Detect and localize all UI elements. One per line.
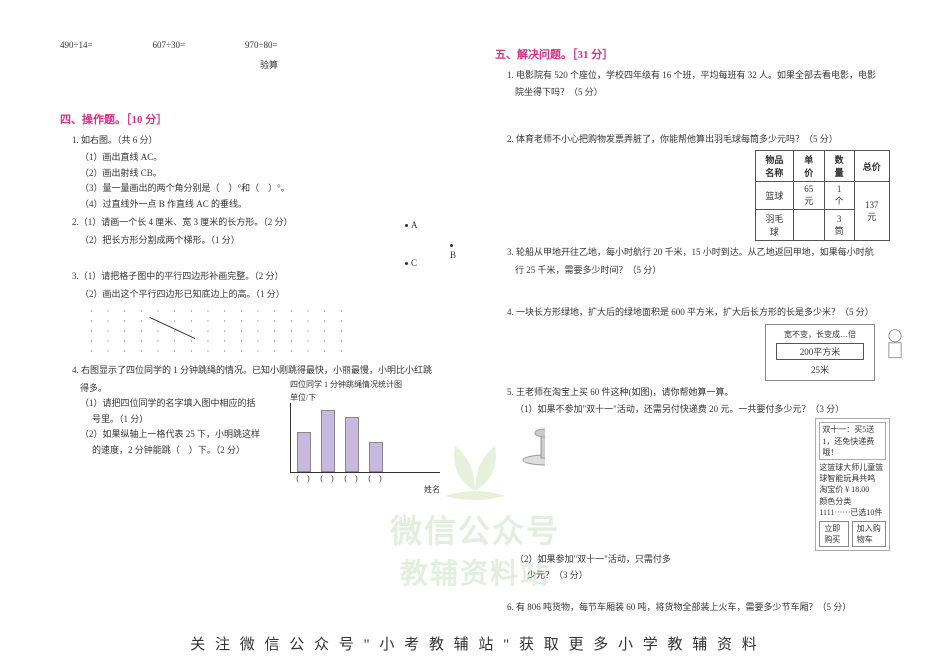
point-a: A — [405, 220, 418, 230]
chart-title: 四位同学 1 分钟跳绳情况统计图 — [290, 379, 440, 390]
r-q3b: 行 25 千米，需要多少时间？（5 分） — [515, 264, 890, 278]
receipt-table: 物品名称 单价 数量 总价 篮球 65 元 1 个 137 元 羽毛球 3 筒 — [755, 150, 890, 241]
r-q6: 6. 有 806 吨货物，每节车厢装 60 吨，将货物全部装上火车，需要多少节车… — [507, 600, 890, 614]
bar-label-4: ( ) — [368, 473, 382, 484]
pt-a-label: A — [411, 220, 418, 230]
pt-c-label: C — [411, 258, 417, 268]
r-q2: 2. 体育老师不小心把购物发票弄脏了，你能帮他算出羽毛球每筒多少元吗？（5 分） — [507, 132, 890, 146]
r-q4: 4. 一块长方形绿地，扩大后的绿地面积是 600 平方米，扩大后长方形的长是多少… — [507, 305, 890, 319]
item-line1: 这篮球大师儿童篮球智能玩具共鸣 — [819, 462, 886, 484]
td-r2c1: 羽毛球 — [756, 210, 794, 241]
buy-now-button[interactable]: 立即购买 — [819, 521, 848, 547]
chart-y-label: 单位/下 — [290, 392, 440, 403]
product-icon — [515, 418, 545, 468]
product-card: 双十一：买5送1，还免快递费哦！ 这篮球大师儿童篮球智能玩具共鸣 淘宝价 ¥ 1… — [815, 418, 890, 551]
point-b: B — [450, 240, 456, 260]
q1: 1. 如右图。（共 6 分） — [72, 133, 455, 147]
td-r1c1: 篮球 — [756, 182, 794, 210]
add-cart-button[interactable]: 加入购物车 — [852, 521, 886, 547]
bar-chart: 四位同学 1 分钟跳绳情况统计图 单位/下 ( ) ( ) ( ) ( ) 姓名 — [290, 379, 440, 495]
r-q1: 1. 电影院有 520 个座位，学校四年级有 16 个班，平均每班有 32 人。… — [507, 68, 890, 82]
girl-icon — [881, 327, 909, 362]
r-q5-2: （2）如果参加"双十一"活动，只需付多 — [515, 553, 890, 567]
th-price: 单价 — [793, 151, 824, 182]
r-q5-1: （1）如果不参加"双十一"活动，还需另付快递费 20 元。一共要付多少元？（3 … — [515, 403, 890, 417]
right-column: 五、解决问题。［31 分］ 1. 电影院有 520 个座位，学校四年级有 16 … — [495, 40, 890, 619]
q4: 4. 右图显示了四位同学的 1 分钟跳绳的情况。已知小刚跳得最快，小丽最慢，小明… — [72, 363, 455, 377]
td-r1c3: 1 个 — [824, 182, 854, 210]
item-line2: 淘宝价 ¥ 18.00 — [819, 484, 886, 495]
arithmetic-row: 490÷14= 607÷30= 970÷80= — [60, 40, 455, 50]
th-total: 总价 — [854, 151, 889, 182]
q2: 2.（1）请画一个长 4 厘米、宽 3 厘米的长方形。（2 分） — [72, 215, 455, 229]
promo-banner: 双十一：买5送1，还免快递费哦！ — [819, 422, 886, 460]
td-r1c2: 65 元 — [793, 182, 824, 210]
expr-1: 490÷14= — [60, 40, 93, 50]
bar-label-3: ( ) — [344, 473, 358, 484]
q1-3: （3）量一量画出的两个角分别是（ ）°和（ ）°。 — [80, 182, 455, 196]
r-q5: 5. 王老师在淘宝上买 60 件这种(如图)，请你帮她算一算。 — [507, 385, 890, 399]
verify-label: 验算 — [260, 58, 455, 71]
expr-2: 607÷30= — [153, 40, 186, 50]
r-q5-2b: 少元？（3 分） — [527, 569, 890, 583]
footer-text: 关 注 微 信 公 众 号 " 小 考 教 辅 站 " 获 取 更 多 小 学 … — [0, 633, 950, 654]
pt-b-label: B — [450, 250, 456, 260]
bar-label-2: ( ) — [320, 473, 334, 484]
th-name: 物品名称 — [756, 151, 794, 182]
q1-1: （1）画出直线 AC。 — [80, 151, 455, 165]
item-line4: 1111······已选10件 — [819, 507, 886, 518]
point-c: C — [405, 258, 417, 268]
td-r2c2 — [793, 210, 824, 241]
r-q1b: 院坐得下吗？（5 分） — [515, 86, 890, 100]
q1-4: （4）过直线外一点 B 作直线 AC 的垂线。 — [80, 198, 455, 212]
q1-2: （2）画出射线 CB。 — [80, 167, 455, 181]
th-qty: 数量 — [824, 151, 854, 182]
expr-3: 970÷80= — [245, 40, 278, 50]
r-q3: 3. 轮船从甲地开往乙地，每小时航行 20 千米，15 小时到达。从乙地返回甲地… — [507, 245, 890, 259]
td-total: 137 元 — [854, 182, 889, 241]
item-line3: 颜色分类 — [819, 496, 886, 507]
bar-2 — [321, 410, 335, 472]
area-diagram: 宽不变，长变成…倍 200平方米 25米 — [765, 324, 875, 381]
area-mid: 200平方米 — [776, 343, 864, 360]
bar-4 — [369, 442, 383, 472]
q3: 3.（1）请把格子图中的平行四边形补画完整。（2 分） — [72, 269, 455, 283]
section-5-title: 五、解决问题。［31 分］ — [495, 46, 890, 62]
area-top: 宽不变，长变成…倍 — [768, 329, 872, 340]
bar-label-1: ( ) — [296, 473, 310, 484]
bar-3 — [345, 417, 359, 472]
dot-grid: · · · · · · · · · · · · · · · · · · · · … — [90, 307, 455, 357]
section-4-title: 四、操作题。［10 分］ — [60, 111, 455, 127]
parallelogram-edge — [137, 317, 195, 365]
q3-2: （2）画出这个平行四边形已知底边上的高。（1 分） — [80, 288, 455, 302]
td-r2c3: 3 筒 — [824, 210, 854, 241]
area-bot: 25米 — [768, 363, 872, 376]
chart-x-label: 姓名 — [290, 484, 440, 495]
bar-1 — [297, 432, 311, 472]
left-column: 490÷14= 607÷30= 970÷80= 验算 四、操作题。［10 分］ … — [60, 40, 455, 619]
q2-2: （2）把长方形分割成两个梯形。（1 分） — [80, 234, 455, 248]
